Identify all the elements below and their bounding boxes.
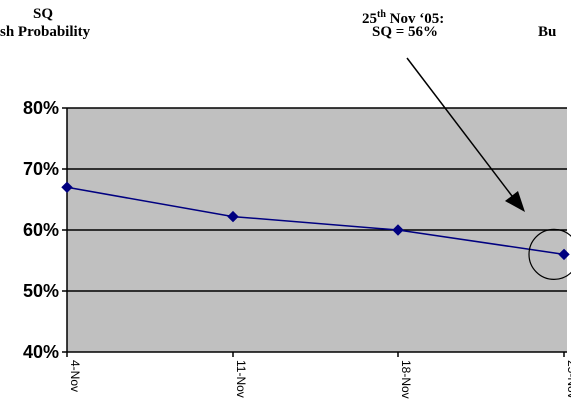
y-tick-label-40: 40% <box>23 342 59 362</box>
annotation-arrow-shaft <box>406 57 513 197</box>
data-point-11-Nov <box>227 210 239 223</box>
header-left-top: SQ <box>33 6 54 22</box>
axes: 40% 50% 60% 70% 80% 4-Nov 11-Nov 18-Nov 25-Nov <box>23 98 571 399</box>
callout-date-suffix: Nov ‘05: <box>385 11 445 27</box>
header-left-bottom: sh Probability <box>0 24 91 40</box>
grid-lines <box>67 107 567 292</box>
annotation-layer <box>406 57 571 280</box>
callout-date-sup: th <box>377 9 386 20</box>
header-right-fragment: Bu <box>538 24 557 40</box>
x-tick-label-4-Nov: 4-Nov <box>68 360 82 392</box>
callout-date: 25th Nov ‘05: <box>362 6 444 28</box>
x-tick-label-18-Nov: 18-Nov <box>399 360 413 399</box>
y-tick-label-80: 80% <box>23 98 59 118</box>
series-layer <box>61 181 570 261</box>
x-tick-label-11-Nov: 11-Nov <box>234 360 248 398</box>
y-tick-label-50: 50% <box>23 281 59 301</box>
y-tick-label-70: 70% <box>23 159 59 179</box>
data-point-25-Nov <box>558 248 570 261</box>
annotation-arrow-head <box>505 191 525 212</box>
callout-value: SQ = 56% <box>372 24 439 40</box>
annotation-circle <box>528 228 571 280</box>
data-point-4-Nov <box>61 181 73 194</box>
data-point-18-Nov <box>392 224 404 236</box>
x-tick-label-25-Nov: 25-Nov <box>565 360 571 399</box>
series-line <box>66 186 565 256</box>
y-tick-label-60: 60% <box>23 220 59 240</box>
callout-date-prefix: 25 <box>362 11 377 27</box>
